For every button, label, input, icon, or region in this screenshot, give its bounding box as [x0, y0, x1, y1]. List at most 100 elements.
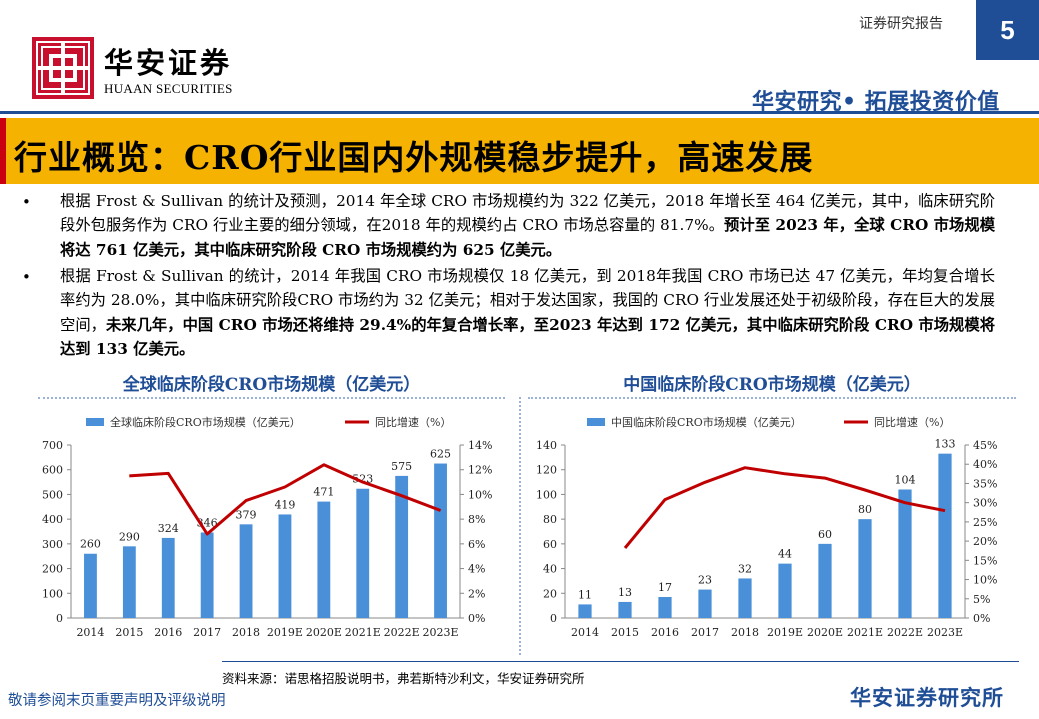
x-axis-tick-label: 2018	[232, 626, 260, 639]
bar-2018	[239, 524, 253, 618]
report-type-label: 证券研究报告	[859, 16, 943, 32]
bar-2020E	[818, 543, 832, 618]
left-axis-tick-label: 600	[42, 464, 63, 477]
bar-2020E	[317, 501, 331, 618]
x-axis-tick-label: 2016	[154, 626, 182, 639]
right-axis-tick-label: 2%	[468, 587, 485, 600]
x-axis-tick-label: 2017	[691, 626, 719, 639]
bar-value-label: 379	[236, 508, 257, 521]
bar-value-label: 17	[658, 581, 672, 594]
x-axis-tick-label: 2021E	[345, 626, 381, 639]
paragraph-emphasis: 预计至 2023 年，全球 CRO 市场规模将达 761 亿美元，其中临床研究阶…	[60, 216, 995, 259]
bar-value-label: 32	[738, 562, 752, 575]
bar-value-label: 23	[698, 574, 712, 587]
left-axis-tick-label: 60	[543, 538, 557, 551]
right-axis-tick-label: 6%	[468, 538, 485, 551]
left-axis-tick-label: 500	[42, 488, 63, 501]
bar-value-label: 133	[935, 438, 956, 451]
bar-value-label: 260	[80, 538, 101, 551]
left-axis-tick-label: 100	[536, 488, 557, 501]
left-axis-tick-label: 140	[536, 439, 557, 452]
right-axis-tick-label: 4%	[468, 563, 485, 576]
right-axis-tick-label: 15%	[973, 554, 997, 567]
title-band	[0, 118, 1039, 184]
x-axis-tick-label: 2014	[571, 626, 599, 639]
page-number: 5	[976, 0, 1039, 60]
legend-label-bar: 全球临床阶段CRO市场规模（亿美元）	[110, 415, 301, 429]
bar-2023E	[938, 453, 952, 618]
x-axis-tick-label: 2022E	[887, 626, 923, 639]
bar-value-label: 471	[313, 486, 334, 499]
bar-value-label: 60	[818, 528, 832, 541]
left-axis-tick-label: 0	[550, 612, 557, 625]
growth-rate-line	[623, 466, 946, 549]
x-axis-tick-label: 2014	[76, 626, 104, 639]
disclaimer-link[interactable]: 敬请参阅末页重要声明及评级说明	[8, 693, 226, 709]
bar-2017	[698, 589, 712, 618]
legend-label-bar: 中国临床阶段CRO市场规模（亿美元）	[611, 415, 802, 429]
paragraph-text: 根据 Frost & Sullivan 的统计及预测，2014 年全球 CRO …	[60, 192, 995, 235]
left-axis-tick-label: 20	[543, 587, 557, 600]
x-axis-tick-label: 2017	[193, 626, 221, 639]
bar-2023E	[434, 463, 447, 618]
right-axis-tick-label: 5%	[973, 593, 990, 606]
left-axis-tick-label: 400	[42, 513, 63, 526]
right-axis-tick-label: 10%	[973, 574, 997, 587]
huaan-logo-icon	[32, 37, 94, 99]
legend-swatch-bar	[86, 418, 104, 426]
bar-2015	[618, 601, 632, 618]
bar-2022E	[898, 489, 912, 618]
bar-2021E	[356, 488, 370, 618]
bar-value-label: 625	[430, 448, 451, 461]
bar-value-label: 44	[778, 548, 792, 561]
bar-2017	[200, 532, 214, 618]
bullet-paragraph-china: 根据 Frost & Sullivan 的统计，2014 年我国 CRO 市场规…	[60, 264, 995, 362]
title-accent-bar	[0, 118, 6, 184]
china-chart-title: 中国临床阶段CRO市场规模（亿美元）	[623, 375, 921, 395]
left-axis-tick-label: 700	[42, 439, 63, 452]
growth-rate-line	[129, 463, 442, 536]
x-axis-tick-label: 2023E	[927, 626, 963, 639]
x-axis-tick-label: 2018	[731, 626, 759, 639]
bar-value-label: 13	[618, 586, 632, 599]
paragraph-text: 根据 Frost & Sullivan 的统计，2014 年我国 CRO 市场规…	[60, 267, 995, 334]
left-axis-tick-label: 40	[543, 563, 557, 576]
bar-2014	[84, 553, 97, 618]
china-cro-chart: 中国临床阶段CRO市场规模（亿美元） 同比增速（%） 0 20 40 60 80 100 120…	[536, 415, 997, 639]
left-axis-tick-label: 120	[536, 464, 557, 477]
x-axis-tick-label: 2020E	[807, 626, 843, 639]
bar-2014	[578, 604, 592, 618]
chart-title-divider	[38, 397, 505, 399]
bar-value-label: 575	[391, 460, 412, 473]
x-axis-tick-label: 2023E	[423, 626, 459, 639]
right-axis-tick-label: 8%	[468, 513, 485, 526]
global-chart-title: 全球临床阶段CRO市场规模（亿美元）	[122, 375, 421, 395]
right-axis-tick-label: 35%	[973, 477, 997, 490]
bar-value-label: 419	[274, 498, 295, 511]
right-axis-tick-label: 45%	[973, 439, 997, 452]
bar-2016	[161, 537, 175, 618]
right-axis-tick-label: 25%	[973, 516, 997, 529]
left-axis-tick-label: 100	[42, 587, 63, 600]
right-axis-tick-label: 0%	[468, 612, 485, 625]
bar-2022E	[395, 475, 409, 618]
x-axis-tick-label: 2021E	[847, 626, 883, 639]
footer-brand: 华安证券研究所	[850, 685, 1004, 710]
bar-value-label: 324	[158, 522, 179, 535]
right-axis-tick-label: 30%	[973, 497, 997, 510]
bar-2019E	[278, 514, 292, 618]
left-axis-tick-label: 200	[42, 563, 63, 576]
right-axis-tick-label: 12%	[468, 464, 492, 477]
header-divider	[0, 111, 1039, 114]
right-axis-tick-label: 14%	[468, 439, 492, 452]
global-cro-chart: 全球临床阶段CRO市场规模（亿美元） 同比增速（%） 0 100 200 300 400 50…	[42, 415, 492, 639]
bar-2016	[658, 596, 672, 618]
right-axis-tick-label: 0%	[973, 612, 990, 625]
chart-column-divider	[519, 397, 521, 655]
bar-value-label: 290	[119, 530, 140, 543]
chart-title-divider	[528, 397, 1016, 399]
legend-label-line: 同比增速（%）	[874, 415, 950, 429]
legend-label-line: 同比增速（%）	[375, 415, 451, 429]
x-axis-tick-label: 2015	[611, 626, 639, 639]
header-slogan: 华安研究• 拓展投资价值	[752, 89, 1000, 115]
